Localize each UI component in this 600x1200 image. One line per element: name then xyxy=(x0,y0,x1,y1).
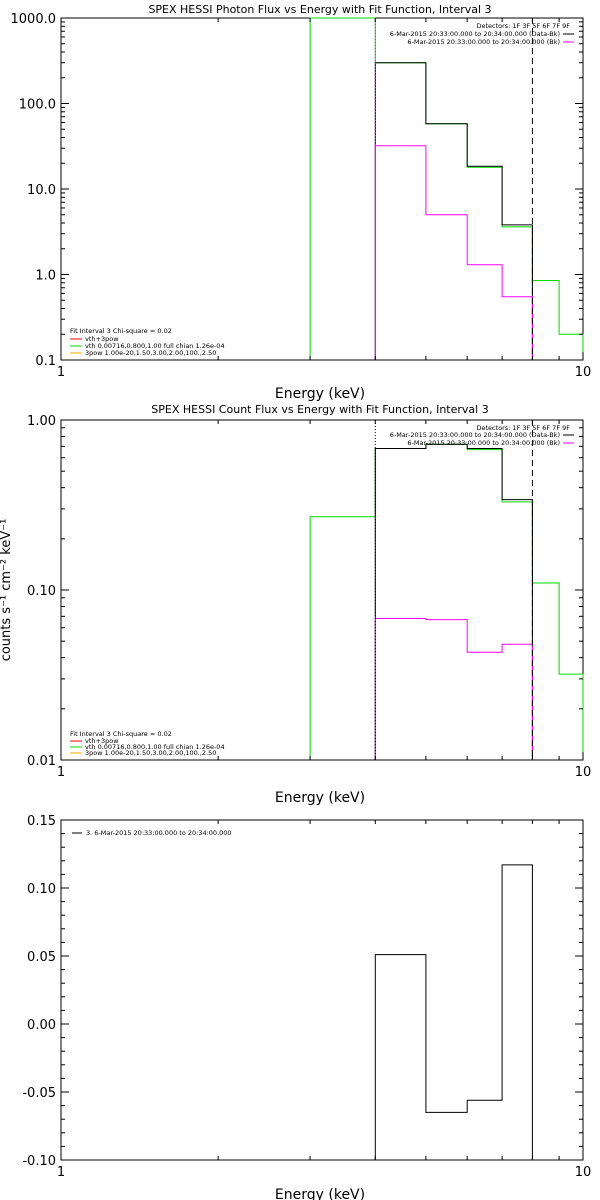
photon-flux-series xyxy=(309,17,584,360)
residuals-xlabel: Energy (keV) xyxy=(275,1187,365,1200)
count-flux-legend-entry-data-bk: 6-Mar-2015 20:33:00.000 to 20:34:00.000 … xyxy=(390,431,560,439)
residuals-xtick-label: 10 xyxy=(575,1165,592,1180)
photon-flux-series-2 xyxy=(374,145,533,360)
count-flux-series-0 xyxy=(309,443,584,760)
residuals-xtick-label: 1 xyxy=(57,1165,65,1180)
count-flux-series-1 xyxy=(374,443,533,760)
photon-flux-fit-header: Fit Interval 3 Chi-square = 0.02 xyxy=(70,327,172,335)
residuals-series-0 xyxy=(374,864,533,1160)
residuals-ytick-label: -0.10 xyxy=(22,1154,56,1169)
photon-flux-series-1 xyxy=(374,62,533,360)
count-flux-ticks: 1 10 0.01 0.10 1.00 xyxy=(27,414,591,780)
count-flux-plot-frame xyxy=(60,419,584,761)
count-flux-series-2 xyxy=(374,618,533,760)
photon-flux-legend-entry-data-bk: 6-Mar-2015 20:33:00.000 to 20:34:00.000 … xyxy=(390,30,560,38)
photon-flux-ticks: 1 10 0.1 1.0 10.0 100.0 1000.0 xyxy=(11,12,592,380)
count-flux-xtick-label: 10 xyxy=(575,765,592,780)
photon-flux-xlabel: Energy (keV) xyxy=(275,386,365,402)
count-flux-legend-entry-bk: 6-Mar-2015 20:33:00.000 to 20:34:00.000 … xyxy=(407,439,560,447)
residuals-legend-entry: 3. 6-Mar-2015 20:33:00.000 to 20:34:00.0… xyxy=(86,829,232,837)
residuals-ytick-label: 0.05 xyxy=(27,950,56,965)
residuals-panel: 1 10 -0.10 -0.05 0.00 0.05 0.10 0.15 3. 6-Mar-2… xyxy=(22,814,591,1200)
count-flux-fit-line-3pow: 3pow 1.00e-20,1.50,3.00,2.00,100.,2.50 xyxy=(85,749,216,757)
photon-flux-fit-line-total: vth+3pow xyxy=(85,335,119,343)
count-flux-ytick-label: 1.00 xyxy=(27,414,56,429)
count-flux-ytick-label: 0.01 xyxy=(27,754,56,769)
photon-flux-series-0 xyxy=(309,17,584,360)
photon-flux-fit-line-3pow: 3pow 1.00e-20,1.50,3.00,2.00,100.,2.50 xyxy=(85,349,216,357)
count-flux-top-legend: 6-Mar-2015 20:33:00.000 to 20:34:00.000 … xyxy=(390,431,574,447)
photon-flux-ytick-label: 0.1 xyxy=(35,354,56,369)
count-flux-fit-header: Fit Interval 3 Chi-square = 0.02 xyxy=(70,730,172,738)
photon-flux-title: SPEX HESSI Photon Flux vs Energy with Fi… xyxy=(148,3,491,16)
photon-flux-top-legend: 6-Mar-2015 20:33:00.000 to 20:34:00.000 … xyxy=(390,30,574,46)
residuals-ytick-label: 0.15 xyxy=(27,814,56,829)
photon-flux-xtick-label: 1 xyxy=(57,365,65,380)
photon-flux-panel: SPEX HESSI Photon Flux vs Energy with Fi… xyxy=(11,3,592,402)
photon-flux-vlines xyxy=(374,18,533,360)
photon-flux-ytick-label: 1.0 xyxy=(35,269,56,284)
count-flux-ylabel: counts s⁻¹ cm⁻² keV⁻¹ xyxy=(0,519,14,662)
count-flux-panel: SPEX HESSI Count Flux vs Energy with Fit… xyxy=(0,403,591,806)
count-flux-vlines xyxy=(374,420,533,760)
count-flux-xtick-label: 1 xyxy=(57,765,65,780)
count-flux-fit-line-total: vth+3pow xyxy=(85,737,119,745)
photon-flux-legend-entry-bk: 6-Mar-2015 20:33:00.000 to 20:34:00.000 … xyxy=(407,38,560,46)
count-flux-series xyxy=(309,443,584,760)
photon-flux-plot-frame xyxy=(60,17,584,361)
count-flux-fit-legend: Fit Interval 3 Chi-square = 0.02 vth+3po… xyxy=(70,730,225,757)
residuals-ticks: 1 10 -0.10 -0.05 0.00 0.05 0.10 0.15 xyxy=(22,814,591,1180)
residuals-ytick-label: 0.10 xyxy=(27,882,56,897)
count-flux-fit-line-vth: vth 0.00716,0.800,1.00 full chian 1.26e-… xyxy=(85,743,225,751)
photon-flux-xtick-label: 10 xyxy=(575,365,592,380)
count-flux-detectors: Detectors: 1F 3F 5F 6F 7F 9F xyxy=(476,424,570,432)
photon-flux-ytick-label: 1000.0 xyxy=(11,12,57,27)
residuals-plot-frame xyxy=(60,819,584,1161)
count-flux-title: SPEX HESSI Count Flux vs Energy with Fit… xyxy=(151,403,488,416)
residuals-series xyxy=(374,864,533,1160)
count-flux-xlabel: Energy (keV) xyxy=(275,790,365,806)
photon-flux-ytick-label: 10.0 xyxy=(27,183,56,198)
count-flux-ytick-label: 0.10 xyxy=(27,584,56,599)
photon-flux-ytick-label: 100.0 xyxy=(19,98,56,113)
residuals-ytick-label: -0.05 xyxy=(22,1086,56,1101)
photon-flux-fit-line-vth: vth 0.00716,0.800,1.00 full chian 1.26e-… xyxy=(85,342,225,350)
residuals-ytick-label: 0.00 xyxy=(27,1018,56,1033)
photon-flux-detectors: Detectors: 1F 3F 5F 6F 7F 9F xyxy=(476,22,570,30)
photon-flux-fit-legend: Fit Interval 3 Chi-square = 0.02 vth+3po… xyxy=(70,327,225,357)
